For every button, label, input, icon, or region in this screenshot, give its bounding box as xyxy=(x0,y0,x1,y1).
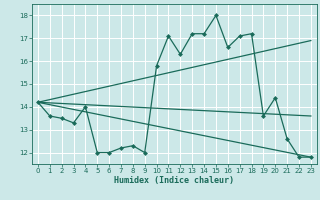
X-axis label: Humidex (Indice chaleur): Humidex (Indice chaleur) xyxy=(115,176,234,185)
